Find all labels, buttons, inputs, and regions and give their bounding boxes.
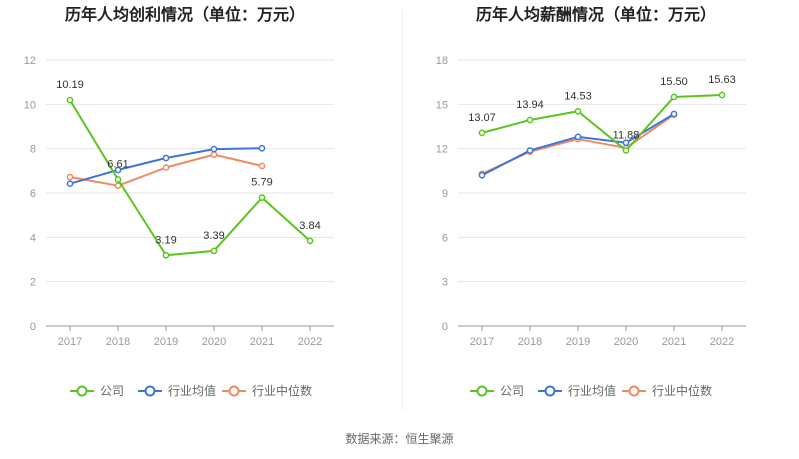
data-label: 10.19 [56,79,84,91]
legend-label: 行业均值 [568,383,616,398]
y-tick-label: 8 [30,144,36,156]
data-label: 15.63 [708,74,736,86]
data-point-company[interactable] [718,91,726,99]
data-point-industry-avg[interactable] [210,145,218,153]
x-tick-label: 2020 [202,336,226,348]
data-point-company[interactable] [526,116,534,124]
x-tick-label: 2021 [662,336,686,348]
x-tick-label: 2022 [710,336,734,348]
data-label: 3.39 [203,230,224,242]
data-point-industry-median[interactable] [210,151,218,159]
data-point-industry-avg[interactable] [574,133,582,141]
legend-label: 行业中位数 [252,383,312,398]
data-label: 5.79 [251,177,272,189]
legend-label: 公司 [500,384,524,398]
chart-profit-per-capita: 历年人均创利情况（单位：万元） 0 2 4 6 8 10 12 2017 2018 2019 2020… [24,5,334,398]
data-point-industry-median[interactable] [162,164,170,171]
data-label: 6.61 [107,158,128,170]
x-tick-label: 2019 [566,336,590,348]
y-tick-label: 4 [30,232,36,244]
panel-divider [402,10,403,410]
legend-label: 行业中位数 [652,383,712,398]
data-source: 数据来源：恒生聚源 [345,432,454,446]
data-point-company[interactable] [114,176,122,183]
data-point-industry-avg[interactable] [622,139,630,147]
y-tick-label: 15 [436,99,448,111]
data-point-company[interactable] [210,247,218,255]
legend-marker-icon [76,385,88,397]
data-point-industry-avg[interactable] [478,171,486,179]
data-label: 3.19 [155,234,176,246]
x-tick-label: 2019 [154,336,178,348]
legend-label: 公司 [100,384,124,398]
data-point-industry-avg[interactable] [162,154,170,162]
legend-marker-icon [476,385,488,397]
legend-marker-icon [628,385,640,397]
y-tick-label: 6 [30,188,36,200]
y-tick-label: 10 [24,99,36,111]
data-point-company[interactable] [66,96,74,104]
data-label: 13.94 [516,99,544,111]
y-tick-label: 2 [30,277,36,289]
y-tick-label: 3 [442,277,448,289]
data-point-company[interactable] [574,107,582,115]
data-point-industry-median[interactable] [114,182,122,190]
legend-item-company[interactable]: 公司 [470,384,524,398]
y-tick-label: 12 [436,144,448,156]
legend-item-industry-median[interactable]: 行业中位数 [222,383,312,398]
x-tick-label: 2021 [250,336,274,348]
y-tick-label: 12 [24,55,36,67]
legend-marker-icon [228,385,240,397]
x-tick-label: 2017 [58,336,82,348]
data-point-industry-avg[interactable] [66,180,74,188]
data-point-industry-median[interactable] [258,162,266,170]
legend-label: 行业均值 [168,383,216,398]
data-label: 3.84 [299,220,320,232]
data-label: 11.88 [613,129,640,141]
legend-item-industry-avg[interactable]: 行业均值 [138,383,216,398]
x-tick-label: 2022 [298,336,322,348]
series-line-industry-median [481,113,675,175]
x-tick-label: 2018 [518,336,542,348]
y-tick-label: 9 [442,188,448,200]
legend-marker-icon [144,385,156,397]
legend-marker-icon [544,385,556,397]
data-point-industry-median[interactable] [66,173,74,181]
y-tick-label: 18 [436,55,448,67]
legend-item-company[interactable]: 公司 [70,384,124,398]
data-point-industry-avg[interactable] [114,166,122,174]
chart-title: 历年人均创利情况（单位：万元） [65,5,305,24]
data-point-company[interactable] [306,237,314,245]
chart-title: 历年人均薪酬情况（单位：万元） [476,5,716,24]
legend-item-industry-avg[interactable]: 行业均值 [538,383,616,398]
data-label: 13.07 [468,112,496,124]
series-line-industry-avg [481,113,675,177]
x-tick-label: 2020 [614,336,638,348]
x-tick-label: 2018 [106,336,130,348]
data-point-company[interactable] [258,194,266,202]
data-point-industry-avg[interactable] [526,147,534,154]
chart-salary-per-capita: 历年人均薪酬情况（单位：万元） 0 3 6 9 12 15 18 2017 2018 2019 202… [436,5,746,398]
y-tick-label: 0 [30,321,36,333]
x-tick-label: 2017 [470,336,494,348]
legend-item-industry-median[interactable]: 行业中位数 [622,383,712,398]
series-line-company [481,94,723,152]
data-point-company[interactable] [162,251,170,259]
y-tick-label: 0 [442,321,448,333]
series-line-company [69,99,311,257]
y-tick-label: 6 [442,232,448,244]
data-point-company[interactable] [478,129,486,137]
data-point-company[interactable] [670,93,678,101]
data-label: 15.50 [660,76,688,88]
data-point-industry-avg[interactable] [670,110,678,118]
data-point-industry-avg[interactable] [258,144,266,152]
data-label: 14.53 [564,90,592,102]
data-point-company[interactable] [622,147,630,154]
